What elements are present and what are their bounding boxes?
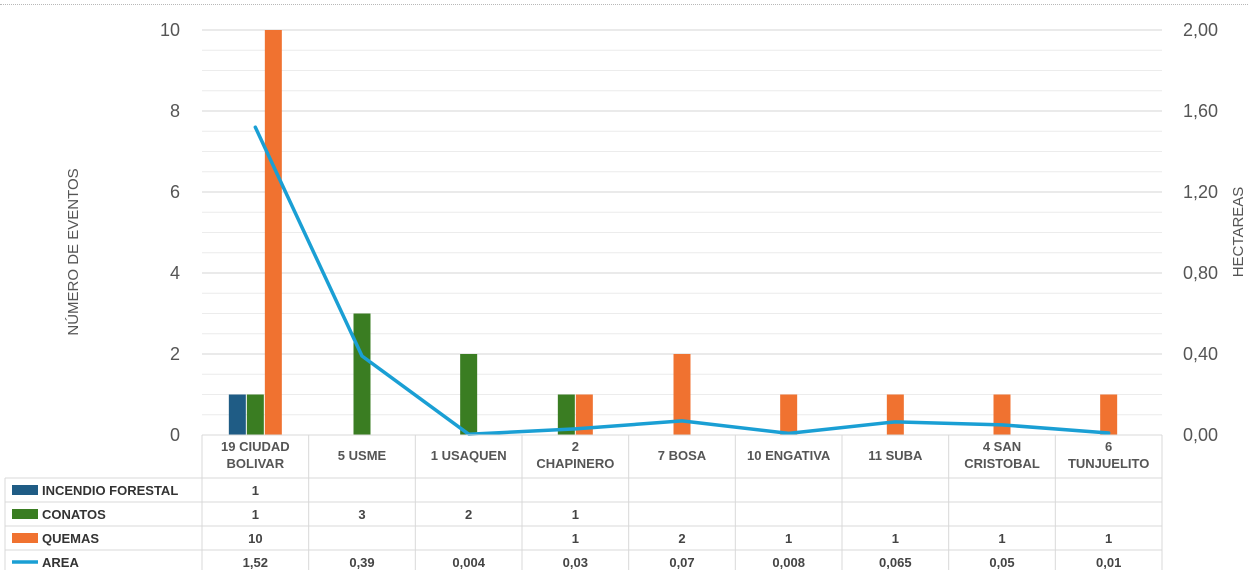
x-category-label: BOLIVAR [227,456,285,471]
table-cell: 0,07 [669,555,694,570]
table-cell: 1 [252,507,259,522]
y-tick-label: 0 [170,425,180,445]
y-tick-label: 8 [170,101,180,121]
bar-quemas [887,395,904,436]
y2-tick-label: 2,00 [1183,20,1218,40]
table-cell: 3 [358,507,365,522]
y2-tick-label: 0,40 [1183,344,1218,364]
table-cell: 2 [678,531,685,546]
table-cell: 10 [248,531,262,546]
x-category-label: TUNJUELITO [1068,456,1149,471]
x-category-label: CHAPINERO [536,456,614,471]
table-cell: 1 [252,483,259,498]
legend-label: QUEMAS [42,531,99,546]
table-cell: 1 [785,531,792,546]
bar-quemas [1100,395,1117,436]
y-tick-label: 10 [160,20,180,40]
y2-tick-label: 0,80 [1183,263,1218,283]
bar-conatos [247,395,264,436]
legend-key-conatos [12,509,38,519]
x-category-label: 5 USME [338,448,387,463]
bar-incendio-forestal [229,395,246,436]
table-cell: 0,01 [1096,555,1121,570]
x-category-label: 2 [572,439,579,454]
bar-quemas [994,395,1011,436]
x-category-label: 1 USAQUEN [431,448,507,463]
y2-axis-title: HECTAREAS [1230,187,1247,278]
table-cell: 1 [572,507,579,522]
y-tick-label: 2 [170,344,180,364]
bar-quemas [780,395,797,436]
top-border [0,4,1248,5]
x-category-label: 10 ENGATIVA [747,448,831,463]
y2-tick-label: 1,60 [1183,101,1218,121]
table-cell: 0,004 [452,555,485,570]
table-cell: 0,008 [772,555,805,570]
table-cell: 0,05 [989,555,1014,570]
table-cell: 0,065 [879,555,912,570]
x-category-label: 11 SUBA [868,448,923,463]
y2-tick-label: 1,20 [1183,182,1218,202]
legend-label: INCENDIO FORESTAL [42,483,178,498]
bar-conatos [354,314,371,436]
bar-conatos [460,354,477,435]
x-category-label: 7 BOSA [658,448,707,463]
legend-label: AREA [42,555,79,570]
legend-label: CONATOS [42,507,106,522]
table-cell: 1 [572,531,579,546]
table-cell: 0,03 [563,555,588,570]
y-tick-label: 4 [170,263,180,283]
legend-key-quemas [12,533,38,543]
table-cell: 0,39 [349,555,374,570]
x-category-label: CRISTOBAL [964,456,1040,471]
y-tick-label: 6 [170,182,180,202]
x-category-label: 4 SAN [983,439,1021,454]
x-category-label: 6 [1105,439,1112,454]
table-cell: 1 [998,531,1005,546]
x-category-label: 19 CIUDAD [221,439,290,454]
bar-quemas [265,30,282,435]
table-cell: 2 [465,507,472,522]
table-cell: 1,52 [243,555,268,570]
legend-key-incendio-forestal [12,485,38,495]
table-cell: 1 [1105,531,1112,546]
y-axis-title: NÚMERO DE EVENTOS [65,168,82,335]
y2-tick-label: 0,00 [1183,425,1218,445]
table-cell: 1 [892,531,899,546]
